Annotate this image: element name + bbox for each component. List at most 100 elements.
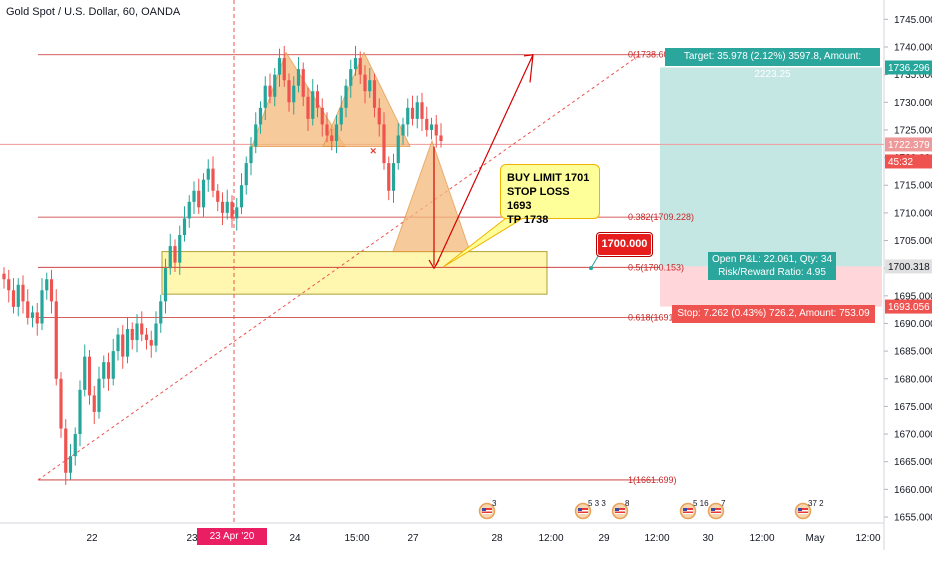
time-tick-label: 29 bbox=[598, 533, 610, 544]
chart-title: Gold Spot / U.S. Dollar, 60, OANDA bbox=[6, 6, 181, 18]
candle-body bbox=[410, 107, 415, 119]
candle-body bbox=[301, 69, 305, 97]
candle-body bbox=[135, 323, 139, 341]
event-count-label: 5 16 bbox=[693, 499, 709, 508]
candle-body bbox=[197, 190, 201, 208]
candle-body bbox=[277, 58, 282, 75]
candle-body bbox=[320, 107, 324, 125]
candle-body bbox=[391, 163, 396, 191]
candle-body bbox=[220, 201, 225, 213]
flag-canton bbox=[798, 508, 802, 511]
fib-label: 0.382(1709.228) bbox=[628, 212, 694, 222]
candle-body bbox=[306, 96, 310, 119]
flag-red-stripe bbox=[615, 511, 625, 513]
candle-body bbox=[125, 329, 130, 357]
candle-body bbox=[415, 102, 419, 119]
candle-body bbox=[154, 323, 158, 346]
candle-body bbox=[130, 329, 134, 341]
candle-body bbox=[159, 301, 163, 324]
candle-body bbox=[7, 279, 11, 291]
price-tick-label: 1725.000 bbox=[894, 125, 932, 136]
candle-body bbox=[211, 168, 215, 191]
time-tick-label: 15:00 bbox=[344, 533, 369, 544]
candle-body bbox=[315, 91, 320, 108]
price-tick-label: 1655.000 bbox=[894, 513, 932, 524]
event-count-label: 7 bbox=[721, 499, 726, 508]
price-tick-label: 1730.000 bbox=[894, 98, 932, 109]
candle-body bbox=[254, 124, 258, 147]
candle-body bbox=[396, 135, 400, 164]
candle-body bbox=[92, 395, 96, 412]
candle-body bbox=[235, 207, 239, 219]
candle-body bbox=[78, 389, 82, 435]
candle-body bbox=[35, 312, 39, 324]
price-axis-tag-label: 45:32 bbox=[888, 157, 913, 168]
candle-body bbox=[249, 146, 253, 164]
candle-body bbox=[40, 290, 44, 324]
price-axis-tag-label: 1722.379 bbox=[888, 140, 930, 151]
price-tick-label: 1690.000 bbox=[894, 319, 932, 330]
candle-body bbox=[263, 85, 267, 108]
price-tick-label: 1665.000 bbox=[894, 457, 932, 468]
price-tick-label: 1745.000 bbox=[894, 15, 932, 26]
fib-label: 0.618(1691. bbox=[628, 312, 676, 322]
fib-label: 1(1661.699) bbox=[628, 475, 677, 485]
note-buy-limit: BUY LIMIT 1701 bbox=[507, 172, 590, 184]
fib-label: 0(1738.60) bbox=[628, 50, 672, 60]
candle-body bbox=[368, 80, 372, 92]
candle-body bbox=[49, 279, 54, 302]
candle-body bbox=[363, 74, 367, 92]
price-tick-label: 1670.000 bbox=[894, 430, 932, 441]
candle-body bbox=[187, 201, 191, 219]
candle-body bbox=[192, 190, 196, 202]
flag-canton bbox=[711, 508, 715, 511]
flag-white bbox=[482, 508, 492, 514]
time-tick-label: 22 bbox=[86, 533, 98, 544]
event-flag-icon bbox=[478, 502, 496, 520]
candle-body bbox=[16, 284, 20, 307]
price-chart[interactable]: 0(1738.60) 0.382(1709.228) 0.5(1700.153) 0.… bbox=[0, 0, 932, 550]
flag-red-stripe bbox=[711, 511, 721, 513]
candle-body bbox=[149, 340, 153, 346]
candle-body bbox=[406, 107, 410, 125]
candle-body bbox=[111, 351, 115, 379]
candle-body bbox=[349, 69, 353, 86]
price-axis-tag-label: 1736.296 bbox=[888, 63, 930, 74]
event-count-label: 5 3 3 bbox=[588, 499, 606, 508]
time-tick-label: 28 bbox=[491, 533, 503, 544]
price-axis-tag bbox=[885, 299, 932, 314]
flag-white bbox=[578, 508, 588, 514]
crosshair-date-label: 23 Apr '20 10:00 bbox=[197, 528, 267, 559]
candle-body bbox=[73, 434, 77, 457]
candle-body bbox=[140, 323, 144, 335]
time-tick-label: 12:00 bbox=[644, 533, 669, 544]
note-take-profit: TP 1738 bbox=[507, 214, 549, 226]
candle-body bbox=[121, 334, 125, 357]
candle-body bbox=[182, 218, 187, 235]
flag-red-stripe bbox=[711, 508, 721, 510]
candle-body bbox=[2, 273, 6, 280]
time-tick-label: 24 bbox=[289, 533, 301, 544]
entry-price-flag[interactable]: 1700.000 bbox=[597, 233, 652, 256]
candle-body bbox=[30, 312, 35, 318]
candle-body bbox=[83, 356, 87, 390]
candle-body bbox=[54, 301, 58, 379]
candle-body bbox=[358, 58, 362, 75]
candle-body bbox=[163, 268, 168, 302]
candle-body bbox=[116, 334, 120, 352]
candle-body bbox=[206, 168, 210, 180]
price-axis-tag-label: 1693.056 bbox=[888, 302, 930, 313]
price-axis-tag bbox=[885, 154, 932, 169]
flag-red-stripe bbox=[798, 511, 808, 513]
candle-body bbox=[144, 334, 149, 341]
price-tick-label: 1735.000 bbox=[894, 70, 932, 81]
trade-note[interactable]: BUY LIMIT 1701 STOP LOSS 1693 TP 1738 bbox=[500, 164, 600, 226]
candle-body bbox=[287, 80, 291, 103]
candle-body bbox=[330, 135, 334, 141]
time-tick-label: 23 bbox=[186, 533, 198, 544]
candle-body bbox=[21, 284, 25, 302]
flag-red-stripe bbox=[482, 508, 492, 510]
candle-body bbox=[420, 102, 424, 119]
price-tick-label: 1680.000 bbox=[894, 374, 932, 385]
candle-body bbox=[201, 179, 206, 208]
